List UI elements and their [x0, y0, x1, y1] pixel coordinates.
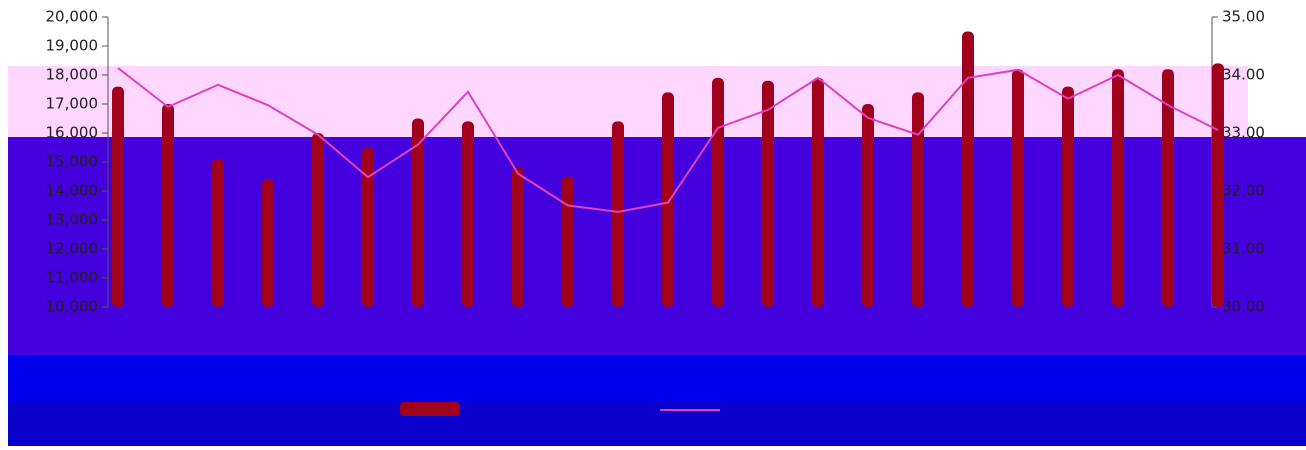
bar — [1212, 63, 1224, 308]
overlay-band — [8, 66, 1248, 137]
bar — [712, 77, 724, 308]
y2-tick-label: 32.00 — [1222, 182, 1265, 200]
bar — [1062, 86, 1074, 307]
y-tick-label: 11,000 — [46, 269, 99, 287]
bar — [662, 92, 674, 308]
bar — [112, 86, 124, 307]
y-tick-label: 12,000 — [46, 240, 99, 258]
bar — [312, 133, 324, 307]
bar — [1012, 69, 1024, 307]
legend-swatch — [400, 402, 460, 416]
bar — [362, 147, 374, 307]
overlay-band — [8, 137, 1306, 355]
line — [117, 67, 1219, 213]
y2-tick-label: 35.00 — [1222, 8, 1265, 26]
bar — [1112, 69, 1124, 307]
bar — [262, 179, 274, 307]
y2-tick-label: 31.00 — [1222, 240, 1265, 258]
y-tick-label: 19,000 — [46, 37, 99, 55]
bar — [762, 80, 774, 307]
bar — [812, 77, 824, 308]
bar — [212, 159, 224, 307]
y-tick-label: 18,000 — [46, 66, 99, 84]
y-tick-label: 17,000 — [46, 95, 99, 113]
bar — [562, 176, 574, 307]
y2-tick-label: 30.00 — [1222, 298, 1265, 316]
bar — [612, 121, 624, 308]
y2-tick-label: 34.00 — [1222, 66, 1265, 84]
y-tick-label: 14,000 — [46, 182, 99, 200]
y2-tick-label: 33.00 — [1222, 124, 1265, 142]
y-tick-label: 16,000 — [46, 124, 99, 142]
bar — [412, 118, 424, 307]
overlay-band — [8, 355, 1306, 402]
overlay-band — [8, 402, 1306, 446]
bar — [1162, 69, 1174, 307]
y-tick-label: 10,000 — [46, 298, 99, 316]
bar — [462, 121, 474, 308]
y-tick-label: 13,000 — [46, 211, 99, 229]
bar — [162, 104, 174, 307]
y-tick-label: 20,000 — [46, 8, 99, 26]
bar — [512, 167, 524, 307]
bar — [912, 92, 924, 308]
bar — [862, 104, 874, 307]
bar — [962, 31, 974, 307]
y-tick-label: 15,000 — [46, 153, 99, 171]
